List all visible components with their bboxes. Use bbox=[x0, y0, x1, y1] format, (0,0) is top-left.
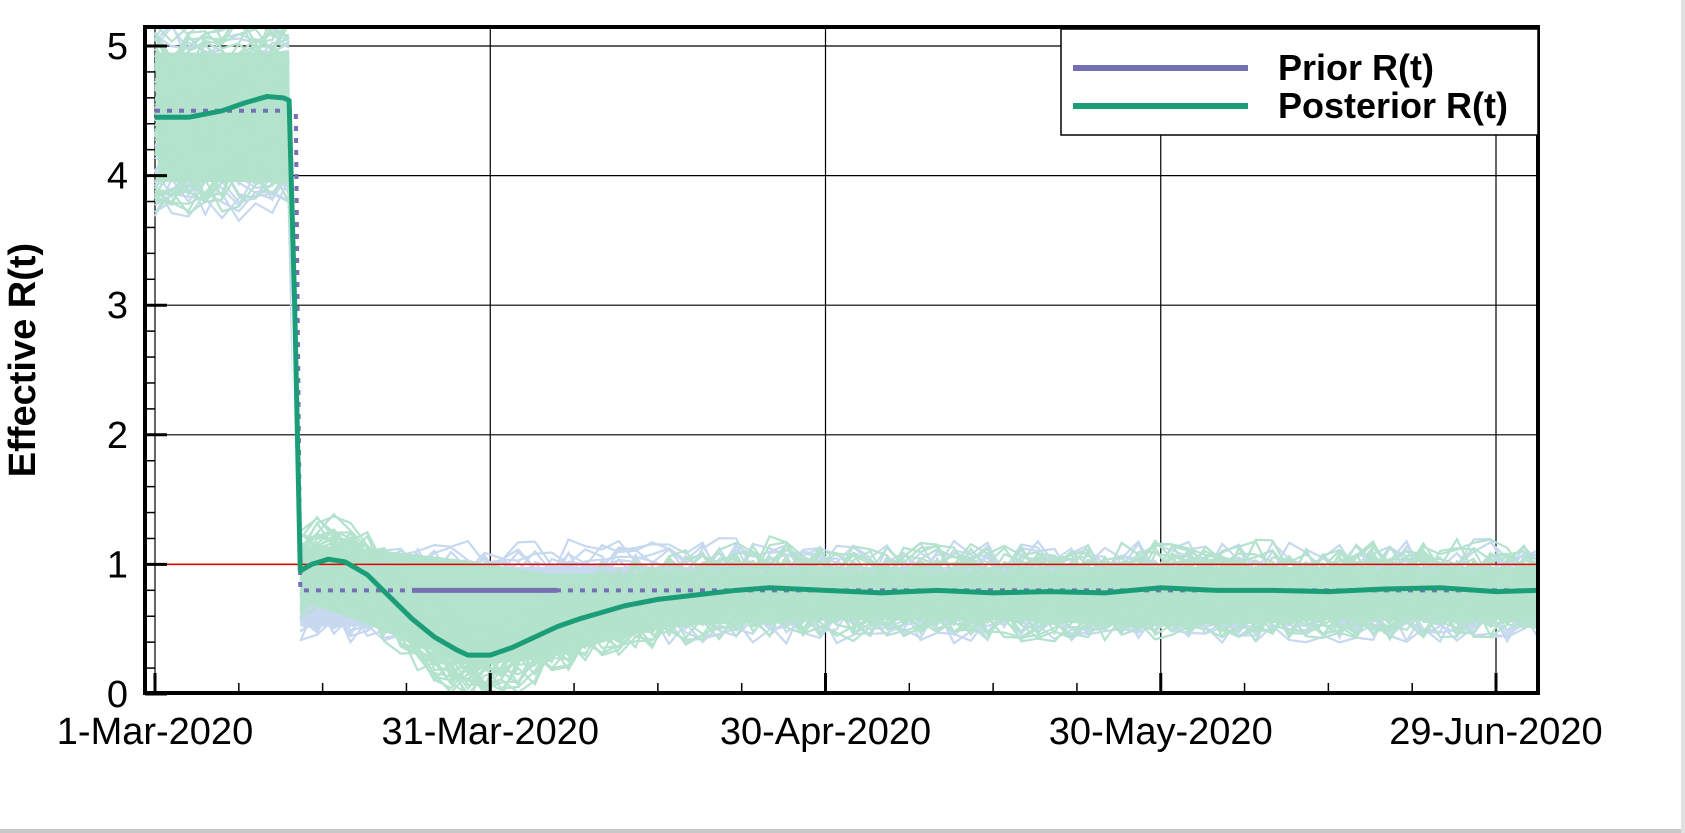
x-tick-label: 30-Apr-2020 bbox=[720, 711, 931, 753]
y-tick-label: 2 bbox=[107, 415, 128, 457]
ensemble-trace bbox=[154, 29, 287, 65]
ensemble-trace bbox=[299, 577, 1537, 681]
y-tick-label: 1 bbox=[107, 544, 128, 586]
y-tick-label: 3 bbox=[107, 285, 128, 327]
ensemble-trace bbox=[299, 515, 1537, 639]
window-right-border bbox=[1681, 0, 1685, 833]
ensemble-traces bbox=[153, 29, 1537, 692]
plot-frame bbox=[143, 25, 1540, 695]
y-tick-label: 5 bbox=[107, 26, 128, 68]
ensemble-trace bbox=[154, 159, 290, 216]
y-tick-label: 4 bbox=[107, 156, 128, 198]
series-lines bbox=[155, 94, 1537, 658]
x-tick-label: 29-Jun-2020 bbox=[1389, 711, 1602, 753]
ensemble-trace bbox=[299, 574, 1537, 692]
ensemble-trace bbox=[154, 168, 290, 204]
y-axis-label: Effective R(t) bbox=[2, 243, 44, 477]
x-tick-label: 31-Mar-2020 bbox=[381, 711, 599, 753]
ensemble-trace bbox=[299, 540, 1537, 637]
posterior-rt-line bbox=[155, 94, 1537, 658]
ensemble-trace bbox=[154, 103, 291, 151]
x-axis-ticks: 1-Mar-2020 31-Mar-2020 30-Apr-2020 30-May-2… bbox=[57, 673, 1603, 753]
ensemble-trace bbox=[299, 574, 1537, 691]
ensemble-trace bbox=[153, 29, 268, 77]
ensemble-trace bbox=[299, 532, 1537, 650]
y-tick-label: 0 bbox=[107, 674, 128, 716]
ensemble-trace bbox=[154, 107, 290, 147]
y-axis-ticks: 0 1 2 3 4 5 bbox=[107, 26, 167, 716]
ensemble-trace bbox=[154, 166, 291, 213]
ensemble-trace bbox=[154, 134, 290, 173]
ensemble-trace bbox=[299, 557, 1537, 679]
legend-label: Posterior R(t) bbox=[1278, 85, 1508, 126]
ensemble-trace bbox=[299, 516, 1537, 650]
legend-label: Prior R(t) bbox=[1278, 47, 1434, 88]
ensemble-trace bbox=[154, 163, 291, 204]
x-tick-label: 30-May-2020 bbox=[1049, 711, 1273, 753]
prior-rt-line bbox=[155, 108, 1537, 593]
ensemble-trace bbox=[299, 532, 1537, 641]
x-tick-label: 1-Mar-2020 bbox=[57, 711, 253, 753]
legend: Prior R(t)Posterior R(t) bbox=[1060, 28, 1539, 136]
ensemble-trace bbox=[154, 56, 290, 108]
ensemble-trace bbox=[154, 36, 290, 78]
ensemble-trace bbox=[154, 115, 290, 155]
ensemble-trace bbox=[154, 29, 226, 60]
ensemble-trace bbox=[154, 29, 290, 90]
window-bottom-border bbox=[0, 829, 1685, 833]
legend-box bbox=[1060, 28, 1539, 136]
